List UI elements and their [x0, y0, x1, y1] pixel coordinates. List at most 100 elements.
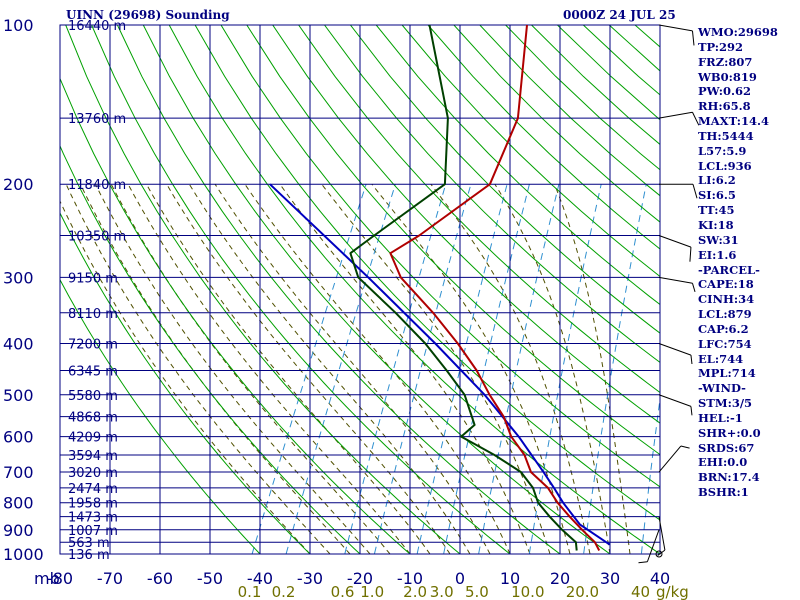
- temperature-tick-label: 40: [650, 569, 670, 588]
- mixing-ratio-line: [416, 184, 508, 554]
- mixing-ratio-unit: g/kg: [656, 583, 689, 600]
- wind-barb-staff: [658, 111, 693, 119]
- mixing-ratio-label: 40: [631, 583, 650, 600]
- pressure-label: 200: [3, 175, 34, 194]
- temperature-tick-label: 20: [550, 569, 570, 588]
- temperature-tick-label: -80: [47, 569, 73, 588]
- mixing-ratio-label: 2.0: [403, 583, 427, 600]
- chart-title: UINN (29698) Sounding: [66, 8, 230, 22]
- index-item: WB0:819: [698, 69, 757, 84]
- pressure-label: 800: [3, 494, 34, 513]
- parcel-path: [269, 183, 611, 546]
- index-item: LCL:879: [698, 307, 752, 322]
- height-label: 6345 m: [68, 365, 118, 380]
- height-label: 8110 m: [68, 307, 118, 322]
- dry-adiabat: [220, 25, 660, 488]
- index-item: SHR+:0.0: [698, 425, 761, 440]
- mixing-ratio-label: 10.0: [511, 583, 544, 600]
- pressure-label: 1000: [3, 545, 44, 564]
- dry-adiabat: [91, 25, 511, 554]
- dry-adiabat: [375, 25, 660, 306]
- wind-barb-staff: [658, 235, 692, 248]
- index-item: EI:1.6: [698, 247, 737, 262]
- moist-adiabat: [146, 183, 431, 554]
- index-item: MAXT:14.4: [698, 114, 769, 129]
- wind-barb-staff: [658, 394, 692, 407]
- mixing-ratio-label: 20.0: [566, 583, 599, 600]
- wind-barb-flag: [690, 355, 693, 365]
- mixing-ratio-line: [373, 184, 472, 554]
- index-item: EL:744: [698, 351, 744, 366]
- temperature-tick-label: -60: [147, 569, 173, 588]
- grid: [59, 24, 661, 555]
- temperature-tick-label: -20: [347, 569, 373, 588]
- wind-barb-staff: [658, 516, 666, 551]
- dry-adiabat: [65, 25, 461, 554]
- dewpoint-line: [349, 25, 578, 551]
- dry-adiabat: [116, 25, 561, 554]
- index-item: LCL:936: [698, 158, 752, 173]
- index-item: TT:45: [698, 203, 735, 218]
- height-label: 1007 m: [68, 524, 118, 539]
- index-item: SI:6.5: [698, 188, 736, 203]
- calm-wind-marker: [655, 550, 663, 558]
- height-label: 2474 m: [68, 482, 118, 497]
- wind-barb-flag: [689, 247, 692, 262]
- height-label: 3594 m: [68, 449, 118, 464]
- index-item: MPL:714: [698, 366, 756, 381]
- mixing-ratio-label: 0.6: [331, 583, 355, 600]
- mixing-ratio-line: [478, 184, 560, 554]
- mixing-ratio-line: [443, 184, 530, 554]
- wind-barb-flag: [691, 30, 695, 46]
- mixing-ratio-label: 1.0: [360, 583, 384, 600]
- height-label: 7200 m: [68, 337, 118, 352]
- wind-barb-staff: [646, 529, 660, 562]
- mixing-ratio-lines: [251, 184, 660, 554]
- wind-barb-staff: [658, 445, 682, 473]
- mixing-ratio-line: [285, 184, 396, 554]
- height-label: 563 m: [68, 536, 110, 551]
- mixing-ratio-line: [251, 184, 367, 554]
- index-item: SW:31: [698, 232, 739, 247]
- height-label: 1958 m: [68, 497, 118, 512]
- height-label: 9150 m: [68, 271, 118, 286]
- dry-adiabat: [298, 25, 660, 394]
- dry-adiabat: [60, 77, 411, 554]
- pressure-label: 400: [3, 334, 34, 353]
- dry-adiabats: [60, 25, 660, 554]
- height-label: 13760 m: [68, 112, 126, 127]
- profiles: [269, 25, 611, 551]
- dry-adiabat: [168, 25, 660, 554]
- dry-adiabat: [272, 25, 660, 424]
- height-label: 16440 m: [68, 19, 126, 34]
- wind-barb-staff: [658, 24, 693, 32]
- index-item: PW:0.62: [698, 84, 752, 99]
- index-item: CAP:6.2: [698, 321, 749, 336]
- moist-adiabat: [214, 183, 491, 554]
- index-item: TP:292: [698, 39, 744, 54]
- index-item: TH:5444: [698, 128, 754, 143]
- pressure-label: 900: [3, 521, 34, 540]
- height-label: 10350 m: [68, 230, 126, 245]
- pressure-label: 700: [3, 463, 34, 482]
- index-item: RH:65.8: [698, 99, 751, 114]
- sounding-datetime: 0000Z 24 JUL 25: [563, 8, 676, 22]
- dry-adiabat: [60, 211, 311, 554]
- wind-barb-flag: [638, 561, 648, 564]
- height-label: 11840 m: [68, 178, 126, 193]
- dry-adiabat: [60, 278, 261, 554]
- mixing-ratio-line: [344, 184, 447, 554]
- pressure-label: 100: [3, 16, 34, 35]
- temperature-tick-label: -40: [247, 569, 273, 588]
- index-item: LFC:754: [698, 336, 752, 351]
- temperature-tick-label: 0: [455, 569, 465, 588]
- temperature-tick-label: -10: [397, 569, 423, 588]
- mixing-ratio-label: 3.0: [430, 583, 454, 600]
- dry-adiabat: [401, 25, 660, 278]
- x-unit-label: mb: [34, 569, 60, 588]
- height-label: 4209 m: [68, 431, 118, 446]
- temperature-tick-label: 10: [500, 569, 520, 588]
- index-item: BRN:17.4: [698, 470, 760, 485]
- index-item: KI:18: [698, 217, 734, 232]
